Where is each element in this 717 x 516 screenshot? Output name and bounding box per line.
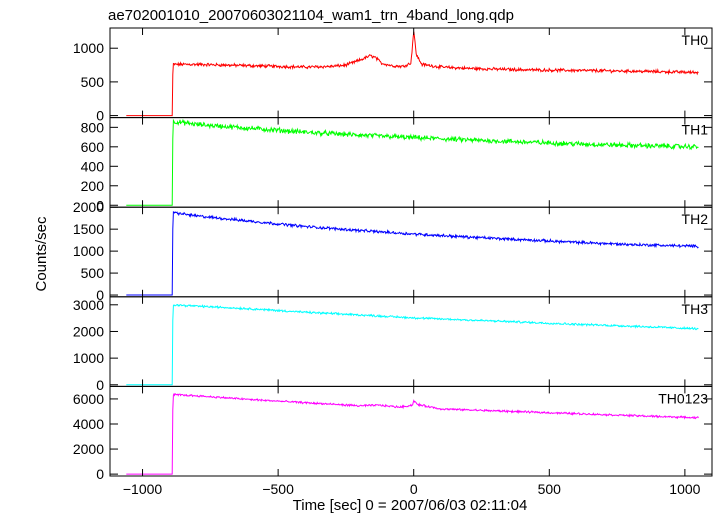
series-line-th0123 <box>126 392 699 475</box>
panel-frame <box>109 296 713 387</box>
y-tick-label: 1000 <box>73 350 104 366</box>
x-axis-label: Time [sec] 0 = 2007/06/03 02:11:04 <box>293 497 528 514</box>
panel-label-th3: TH3 <box>682 301 709 317</box>
y-tick-label: 1000 <box>73 243 104 259</box>
series-line-th1 <box>126 118 699 206</box>
series-line-th3 <box>126 303 699 386</box>
y-tick-label: 500 <box>81 74 105 90</box>
panel-th2: 0 500 1000 1500 2000 TH2 <box>73 199 713 303</box>
chart-title: ae702001010_20070603021104_wam1_trn_4ban… <box>108 7 514 24</box>
y-tick-label: 0 <box>96 108 104 124</box>
panel-th3: 0 1000 2000 3000 TH3 <box>73 296 713 393</box>
y-tick-label: 0 <box>96 377 104 393</box>
panels-group: 0 500 1000 TH0 0 200 400 600 800 TH1 0 500 1000 1500 2… <box>73 27 713 497</box>
y-tick-label: 1000 <box>73 40 104 56</box>
x-tick-label: −1000 <box>123 481 163 497</box>
y-tick-label: 4000 <box>73 416 104 432</box>
y-tick-label: 2000 <box>73 323 104 339</box>
series-line-th2 <box>126 211 699 296</box>
panel-label-th0: TH0 <box>682 32 709 48</box>
panel-th1: 0 200 400 600 800 TH1 <box>81 117 713 213</box>
y-tick-label: 3000 <box>73 297 104 313</box>
x-tick-label: 0 <box>410 481 418 497</box>
y-tick-label: 0 <box>96 287 104 303</box>
x-tick-label: 500 <box>538 481 562 497</box>
y-tick-label: 0 <box>96 197 104 213</box>
y-tick-label: 500 <box>81 265 105 281</box>
y-tick-label: 1500 <box>73 221 104 237</box>
panel-frame <box>109 117 713 208</box>
panel-label-th1: TH1 <box>682 122 709 138</box>
y-tick-label: 2000 <box>73 199 104 215</box>
panel-frame <box>109 206 713 298</box>
x-tick-label: −500 <box>262 481 294 497</box>
y-tick-label: 0 <box>96 466 104 482</box>
panel-th0123: 0 2000 4000 6000 TH0123 <box>73 385 713 482</box>
panel-th0: 0 500 1000 TH0 <box>73 27 713 124</box>
y-tick-label: 200 <box>81 178 105 194</box>
y-tick-label: 600 <box>81 139 105 155</box>
y-tick-label: 6000 <box>73 391 104 407</box>
panel-label-th0123: TH0123 <box>658 390 708 406</box>
panel-label-th2: TH2 <box>682 211 709 227</box>
panel-frame <box>109 27 713 119</box>
y-tick-label: 2000 <box>73 441 104 457</box>
y-tick-label: 400 <box>81 158 105 174</box>
y-tick-label: 800 <box>81 119 105 135</box>
panel-frame <box>109 385 713 477</box>
x-tick-label: 1000 <box>669 481 700 497</box>
series-line-th0 <box>126 31 699 117</box>
y-axis-label: Counts/sec <box>33 216 50 292</box>
